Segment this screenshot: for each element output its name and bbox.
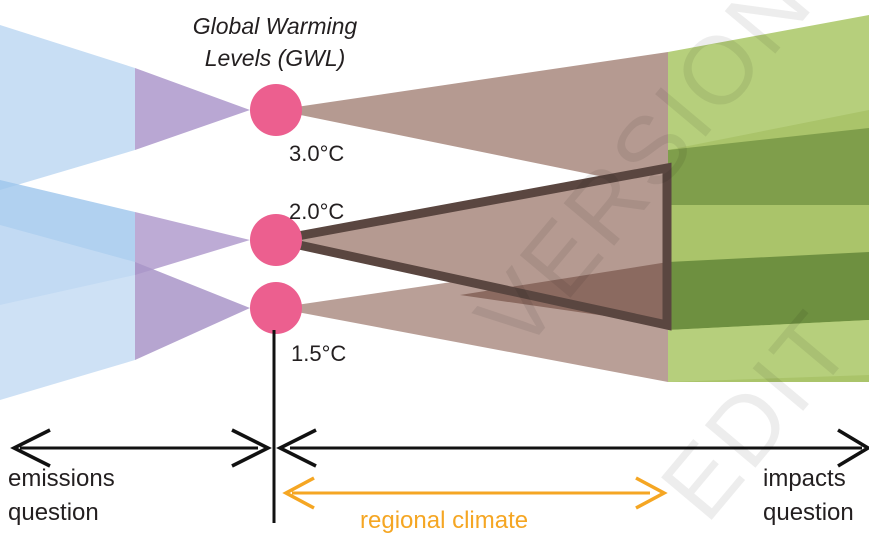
impacts-arrow-right-head [837, 428, 869, 468]
impacts-fan-dark-1 [668, 128, 869, 205]
impacts-fan-dark-2 [668, 252, 869, 330]
gwl-label-2-0: 2.0°C [289, 199, 345, 224]
impacts-fan-light-bottom [668, 320, 869, 382]
regional-climate-label: regional climate [360, 507, 529, 534]
uncertainty-triangle [275, 162, 672, 331]
climate-overlap [460, 262, 668, 325]
regional-arrow-left-head [282, 476, 315, 510]
emissions-fan-bottom [0, 225, 135, 400]
gwl-title-line2: Levels (GWL) [204, 45, 346, 71]
emissions-fan-top [0, 25, 135, 190]
emissions-question-label: emissions question [8, 462, 115, 530]
emissions-converge-top [135, 68, 250, 150]
emissions-converge-middle [135, 212, 250, 275]
gwl-marker-3-0 [250, 84, 302, 136]
gwl-marker-2-0 [250, 214, 302, 266]
gwl-label-1-5: 1.5°C [291, 341, 347, 366]
emissions-question-line1: emissions [8, 465, 115, 492]
emissions-arrow-left-head [10, 428, 51, 468]
regional-arrow-right-head [635, 476, 668, 510]
impacts-fan-light-top [668, 15, 869, 150]
gwl-marker-1-5 [250, 282, 302, 334]
emissions-converge-bottom [135, 262, 250, 360]
impacts-question-label: impacts question [763, 462, 854, 530]
emissions-question-line2: question [8, 499, 99, 526]
climate-fan-3-0 [276, 52, 668, 190]
gwl-label-3-0: 3.0°C [289, 141, 345, 166]
impacts-arrow-left-head [276, 428, 317, 468]
gwl-title: Global Warming Levels (GWL) [165, 10, 385, 74]
emissions-arrow-right-head [231, 428, 272, 468]
impacts-question-line2: question [763, 499, 854, 526]
impacts-question-line1: impacts [763, 465, 846, 492]
gwl-title-line1: Global Warming [192, 13, 358, 39]
